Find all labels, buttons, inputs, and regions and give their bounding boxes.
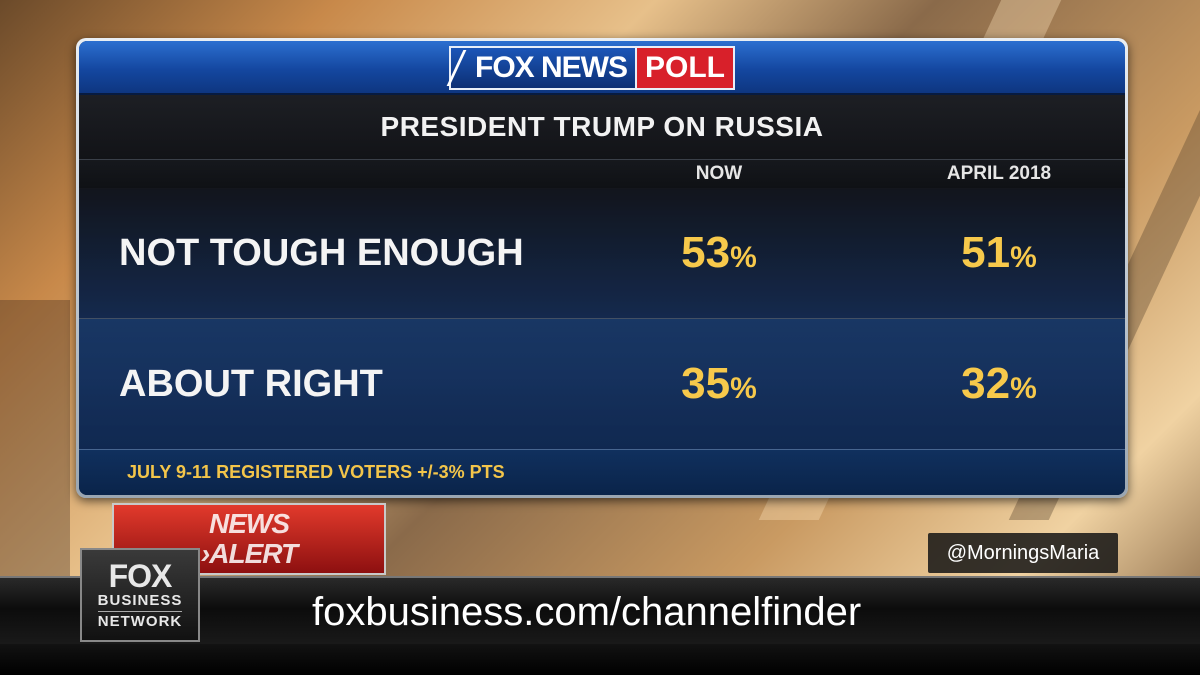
fox-news-poll-logo: FOX NEWS POLL [446,46,736,90]
poll-footnote: JULY 9-11 REGISTERED VOTERS +/-3% PTS [127,462,505,482]
network-logo-fox: FOX [108,557,173,594]
row-label-not-tough-enough: NOT TOUGH ENOUGH [119,232,524,274]
percent-sign: % [730,372,757,405]
chart-title: PRESIDENT TRUMP ON RUSSIA [380,111,824,142]
column-header-now: NOW [695,163,743,184]
value-number: 32 [961,359,1011,408]
value-number: 51 [961,228,1011,277]
table-row: NOT TOUGH ENOUGH 53% 51% [79,188,1125,319]
social-handle: @MorningsMaria [928,533,1118,573]
column-header-row: NOW APRIL 2018 [79,159,1125,189]
poll-graphic-panel: FOX NEWS POLL PRESIDENT TRUMP ON RUSSIA … [76,38,1128,498]
value-not-tough-april: 51% [899,188,1099,323]
news-alert-line1: NEWS [209,508,290,539]
chart-title-row: PRESIDENT TRUMP ON RUSSIA [79,95,1125,159]
value-not-tough-now: 53% [619,188,819,323]
bottom-strip [0,644,1200,675]
ticker-bar: foxbusiness.com/channelfinder [0,576,1200,646]
background-shadow-left [0,300,70,580]
poll-wordmark: POLL [635,48,734,88]
value-number: 53 [681,228,731,277]
percent-sign: % [1010,241,1037,274]
value-about-right-april: 32% [899,319,1099,454]
column-header-april-2018: APRIL 2018 [946,163,1052,184]
news-alert-line2: ›ALERT [200,538,298,569]
row-label-about-right: ABOUT RIGHT [119,363,383,405]
header-bar: FOX NEWS POLL [79,41,1125,95]
fox-business-network-logo: FOX BUSINESS NETWORK [80,548,200,642]
percent-sign: % [730,241,757,274]
value-number: 35 [681,359,731,408]
ticker-text: foxbusiness.com/channelfinder [312,590,862,634]
network-logo-business: BUSINESS [97,591,183,609]
fox-news-wordmark: FOX NEWS [446,48,636,88]
footnote-row: JULY 9-11 REGISTERED VOTERS +/-3% PTS [79,450,1125,495]
table-row: ABOUT RIGHT 35% 32% [79,319,1125,450]
value-about-right-now: 35% [619,319,819,454]
percent-sign: % [1010,372,1037,405]
network-logo-network: NETWORK [97,610,183,630]
poll-graphic-inner: FOX NEWS POLL PRESIDENT TRUMP ON RUSSIA … [79,41,1125,495]
fox-news-text: FOX NEWS [475,51,628,84]
